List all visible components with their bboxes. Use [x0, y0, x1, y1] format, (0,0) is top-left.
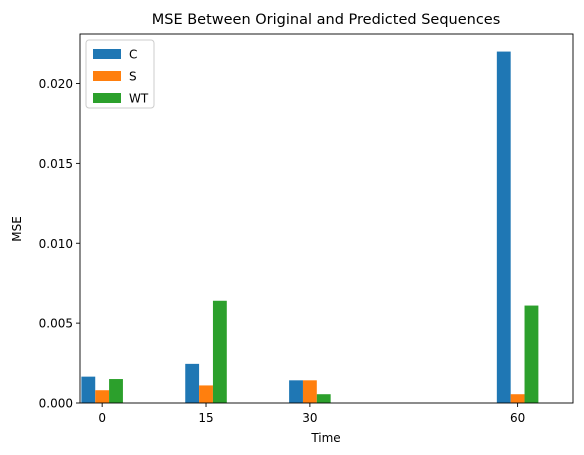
- x-tick-label: 0: [98, 411, 106, 425]
- bar-wt-15: [212, 300, 227, 403]
- y-tick-label: 0.020: [39, 77, 73, 91]
- legend-swatch-s: [93, 71, 121, 81]
- legend-label-wt: WT: [129, 92, 149, 106]
- bar-wt-30: [316, 394, 331, 403]
- y-tick-label: 0.010: [39, 237, 73, 251]
- bar-c-60: [496, 51, 511, 403]
- legend-swatch-c: [93, 49, 121, 59]
- chart-title: MSE Between Original and Predicted Seque…: [152, 12, 501, 28]
- y-tick-label: 0.015: [39, 157, 73, 171]
- y-tick-label: 0.005: [39, 317, 73, 331]
- bar-s-15: [199, 385, 213, 403]
- legend-swatch-wt: [93, 93, 121, 103]
- bar-wt-60: [524, 305, 539, 403]
- x-tick-label: 60: [510, 411, 525, 425]
- bars-layer: [81, 51, 539, 403]
- bar-c-0: [81, 376, 96, 403]
- plot-frame: [79, 33, 574, 404]
- bar-s-30: [302, 380, 317, 403]
- x-axis-label: Time: [310, 431, 340, 445]
- x-axis-ticks: 0 15 30 60: [98, 403, 525, 425]
- y-axis-label: MSE: [10, 216, 24, 242]
- bar-c-30: [289, 380, 303, 403]
- bar-wt-0: [109, 379, 123, 403]
- legend-label-s: S: [129, 70, 137, 84]
- x-tick-label: 15: [198, 411, 213, 425]
- bar-s-60: [510, 394, 525, 403]
- y-axis-ticks: 0.000 0.005 0.010 0.015 0.020: [39, 77, 80, 411]
- legend: CS WT: [85, 39, 155, 109]
- bar-s-0: [95, 390, 110, 403]
- legend-label-c: C: [129, 48, 137, 62]
- x-tick-label: 30: [302, 411, 317, 425]
- bar-c-15: [185, 363, 200, 403]
- y-tick-label: 0.000: [39, 397, 73, 411]
